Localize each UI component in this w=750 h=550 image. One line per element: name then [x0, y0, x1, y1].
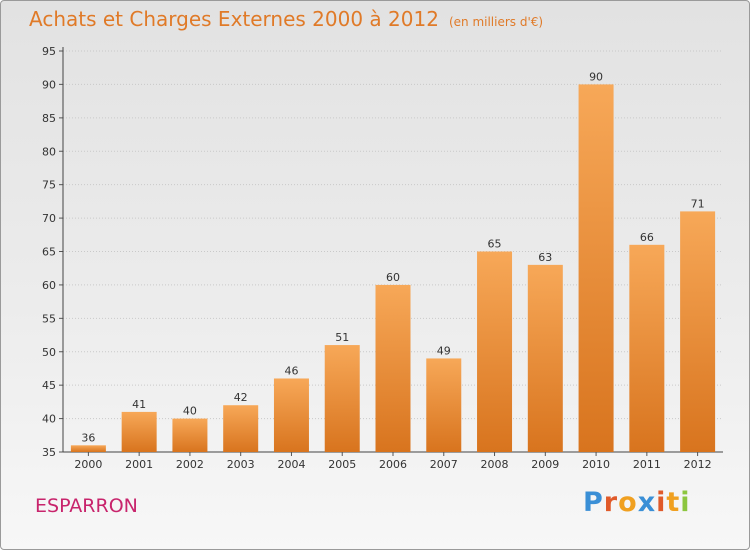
bar-value-label: 71 — [691, 197, 705, 210]
y-tick-label: 85 — [42, 112, 56, 125]
y-tick-label: 35 — [42, 446, 56, 459]
x-tick-label: 2002 — [176, 458, 204, 471]
bar-2004 — [273, 378, 309, 452]
logo-letter: x — [637, 487, 657, 518]
x-tick-label: 2004 — [277, 458, 305, 471]
x-tick-label: 2009 — [531, 458, 559, 471]
bar-value-label: 60 — [386, 271, 400, 284]
y-tick-label: 90 — [42, 78, 56, 91]
bar-2006 — [375, 284, 411, 452]
logo-letter: t — [666, 487, 681, 518]
y-tick-label: 40 — [42, 413, 56, 426]
bar-value-label: 49 — [437, 344, 451, 357]
bar-2009 — [527, 264, 563, 452]
bar-value-label: 40 — [183, 405, 197, 418]
x-tick-label: 2010 — [582, 458, 610, 471]
logo-letter: o — [618, 487, 638, 518]
bar-2010 — [578, 84, 614, 453]
bar-value-label: 41 — [132, 398, 146, 411]
bar-2003 — [223, 405, 259, 452]
chart-title: Achats et Charges Externes 2000 à 2012 (e… — [29, 7, 543, 31]
bar-2012 — [680, 211, 716, 452]
x-tick-label: 2006 — [379, 458, 407, 471]
y-tick-label: 45 — [42, 379, 56, 392]
x-tick-label: 2005 — [328, 458, 356, 471]
chart-title-unit: (en milliers d'€) — [448, 15, 544, 29]
bar-2000 — [70, 445, 106, 452]
bars: 36 41 40 42 46 51 60 49 65 63 90 66 71 — [70, 70, 716, 453]
x-tick-label: 2007 — [430, 458, 458, 471]
bar-value-label: 65 — [488, 238, 502, 251]
x-tick-label: 2003 — [227, 458, 255, 471]
logo-letter: i — [656, 487, 667, 518]
y-tick-label: 60 — [42, 279, 56, 292]
logo-letter: i — [680, 487, 691, 518]
x-tick-label: 2012 — [684, 458, 712, 471]
proxiti-logo: Proxiti — [583, 487, 691, 518]
bar-2001 — [121, 411, 157, 452]
y-tick-label: 75 — [42, 179, 56, 192]
bar-value-label: 42 — [234, 391, 248, 404]
logo-letter: P — [583, 487, 604, 518]
bar-2002 — [172, 418, 208, 452]
y-tick-label: 80 — [42, 145, 56, 158]
x-tick-label: 2001 — [125, 458, 153, 471]
bar-value-label: 36 — [81, 431, 95, 444]
y-tick-label: 50 — [42, 346, 56, 359]
bar-2005 — [324, 345, 360, 452]
bar-2008 — [477, 251, 513, 452]
place-name: ESPARRON — [35, 495, 138, 517]
bar-value-label: 90 — [589, 70, 603, 83]
x-tick-label: 2008 — [481, 458, 509, 471]
bar-value-label: 66 — [640, 231, 654, 244]
x-tick-label: 2011 — [633, 458, 661, 471]
y-tick-label: 70 — [42, 212, 56, 225]
bar-value-label: 51 — [335, 331, 349, 344]
bar-value-label: 46 — [284, 364, 298, 377]
logo-letter: r — [603, 487, 619, 518]
chart-title-text: Achats et Charges Externes 2000 à 2012 — [29, 7, 439, 31]
y-tick-label: 95 — [42, 45, 56, 58]
bar-2011 — [629, 244, 665, 452]
y-tick-label: 55 — [42, 312, 56, 325]
bar-value-label: 63 — [538, 251, 552, 264]
y-tick-label: 65 — [42, 246, 56, 259]
x-tick-label: 2000 — [74, 458, 102, 471]
bar-2007 — [426, 358, 462, 452]
